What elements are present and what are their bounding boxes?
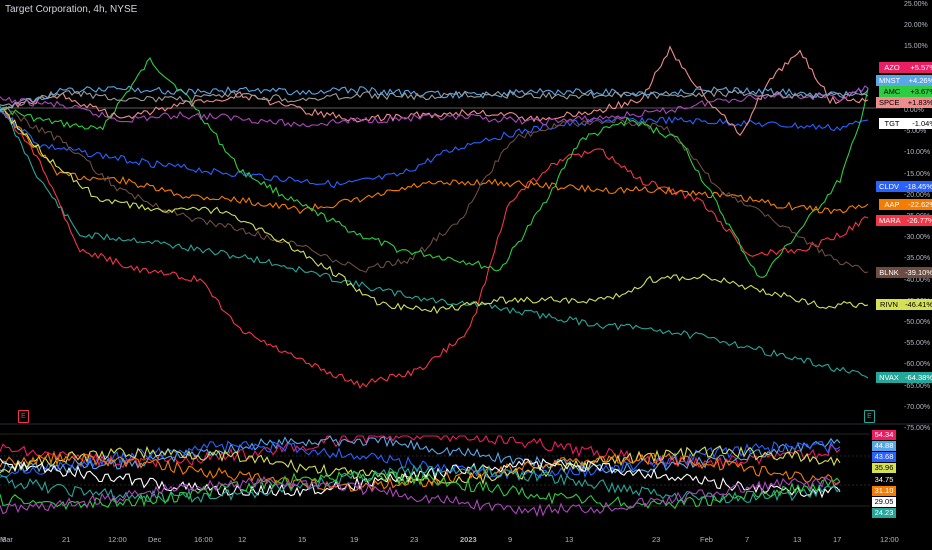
symbol-tag-value: +3.67% bbox=[910, 87, 932, 96]
earnings-marker-icon[interactable]: E bbox=[864, 410, 875, 423]
symbol-tag-cldv: CLDV -18.45% bbox=[876, 181, 932, 192]
time-axis-label: 13 bbox=[793, 535, 802, 544]
oscillator-value-tag: 34.75 bbox=[872, 475, 896, 485]
oscillator-value-tag: 24.23 bbox=[872, 508, 896, 518]
symbol-tag-mnst: MNST +4.26% bbox=[876, 75, 932, 86]
price-axis-label: 15.00% bbox=[904, 43, 928, 51]
symbol-tag-spce: SPCE +1.83% bbox=[876, 97, 932, 108]
oscillator-value-tag: 44.88 bbox=[872, 441, 896, 451]
price-axis-label: -15.00% bbox=[904, 170, 931, 178]
symbol-tag-value: -18.45% bbox=[905, 182, 932, 191]
symbol-tag-value: -26.77% bbox=[906, 216, 932, 225]
price-axis-label: -10.00% bbox=[904, 149, 931, 157]
price-axis-label: -40.00% bbox=[904, 276, 931, 284]
symbol-tag-mara: MARA -26.77% bbox=[876, 215, 932, 226]
oscillator-value-tag: 43.68 bbox=[872, 452, 896, 462]
oscillator-value-tag: 31.10 bbox=[872, 486, 896, 496]
time-axis-label: 23 bbox=[652, 535, 661, 544]
symbol-tag-value: -46.41% bbox=[905, 300, 932, 309]
price-axis-label: -35.00% bbox=[904, 255, 931, 263]
amc-series bbox=[0, 57, 869, 278]
price-axis-label: -5.00% bbox=[904, 128, 927, 136]
osc-amc-line bbox=[0, 470, 841, 511]
symbol-tag-value: +1.83% bbox=[907, 98, 932, 107]
azo-series bbox=[0, 85, 869, 128]
time-axis-label: 23 bbox=[410, 535, 419, 544]
symbol-tag-symbol: CLDV bbox=[879, 182, 900, 191]
symbol-tag-rivn: RIVN -46.41% bbox=[876, 299, 932, 310]
time-axis-label: 12:00 bbox=[880, 535, 899, 544]
symbol-tag-symbol: AMC bbox=[883, 87, 901, 96]
time-axis-label: 15 bbox=[298, 535, 307, 544]
tgt-series bbox=[0, 89, 869, 107]
cldv-series bbox=[0, 111, 869, 189]
symbol-tag-azo: AZO +5.57% bbox=[879, 62, 932, 73]
osc-tgt-line bbox=[0, 458, 841, 499]
price-axis-label: -30.00% bbox=[904, 234, 931, 242]
time-axis-label: 9 bbox=[508, 535, 513, 544]
rivn-series bbox=[0, 107, 869, 315]
time-axis-label: Dec bbox=[148, 535, 162, 544]
price-axis-label: -20.00% bbox=[904, 191, 931, 199]
price-axis-label: 0.00% bbox=[904, 107, 924, 114]
osc-azo-line bbox=[0, 434, 841, 469]
price-axis-label: -65.00% bbox=[904, 382, 931, 390]
symbol-tag-value: -1.04% bbox=[912, 119, 932, 128]
symbol-tag-amc: AMC +3.67% bbox=[879, 86, 932, 97]
time-axis-label: 17 bbox=[833, 535, 842, 544]
symbol-tag-symbol: AAP bbox=[884, 200, 900, 209]
symbol-tag-tgt: TGT -1.04% bbox=[879, 118, 932, 129]
time-axis-label: 19 bbox=[350, 535, 359, 544]
time-axis-label: 8 bbox=[2, 535, 7, 544]
price-axis-label: -75.00% bbox=[904, 425, 931, 432]
price-axis-label: 25.00% bbox=[904, 1, 928, 8]
osc-aap-line bbox=[0, 450, 841, 492]
symbol-tag-nvax: NVAX -64.38% bbox=[876, 372, 932, 383]
price-axis-label: -60.00% bbox=[904, 361, 931, 369]
price-axis-label: -50.00% bbox=[904, 319, 931, 326]
symbol-tag-aap: AAP -22.62% bbox=[879, 199, 932, 210]
time-axis-label: 13 bbox=[565, 535, 574, 544]
symbol-tag-value: -64.38% bbox=[905, 373, 932, 382]
price-axis-label: -70.00% bbox=[904, 403, 931, 411]
oscillator-value-tag: 35.96 bbox=[872, 463, 896, 473]
symbol-tag-blnk: BLNK -39.10% bbox=[876, 267, 932, 278]
chart-title: Target Corporation, 4h, NYSE bbox=[5, 4, 138, 15]
price-axis-label: -55.00% bbox=[904, 340, 931, 348]
time-axis-label: 12 bbox=[238, 535, 247, 544]
symbol-tag-value: -39.10% bbox=[905, 268, 932, 277]
symbol-tag-symbol: BLNK bbox=[879, 268, 899, 277]
nvax-series bbox=[0, 105, 869, 379]
symbol-tag-value: -22.62% bbox=[908, 200, 932, 209]
time-axis-label: 7 bbox=[745, 535, 750, 544]
oscillator-value-tag: 54.34 bbox=[872, 430, 896, 440]
mara-series bbox=[0, 108, 869, 390]
time-axis-label: 2023 bbox=[460, 535, 477, 544]
osc-azo2-line bbox=[0, 475, 841, 518]
time-axis-label: 12:00 bbox=[108, 535, 127, 544]
time-axis-label: Feb bbox=[700, 535, 713, 544]
symbol-tag-symbol: TGT bbox=[884, 119, 900, 128]
symbol-tag-symbol: MARA bbox=[879, 216, 901, 225]
blnk-series bbox=[0, 107, 869, 274]
symbol-tag-symbol: NVAX bbox=[879, 373, 899, 382]
earnings-marker-icon[interactable]: E bbox=[18, 410, 29, 423]
mnst-series bbox=[0, 85, 869, 112]
symbol-tag-symbol: MNST bbox=[879, 76, 901, 85]
symbol-tag-value: +5.57% bbox=[910, 63, 932, 72]
oscillator-value-tag: 29.05 bbox=[872, 497, 896, 507]
symbol-tag-symbol: AZO bbox=[884, 63, 900, 72]
symbol-tag-value: +4.26% bbox=[908, 76, 932, 85]
time-axis-label: Mar bbox=[0, 535, 13, 544]
time-axis-label: 16:00 bbox=[194, 535, 213, 544]
time-axis-label: 21 bbox=[62, 535, 71, 544]
symbol-tag-symbol: SPCE bbox=[879, 98, 900, 107]
symbol-tag-symbol: RIVN bbox=[880, 300, 898, 309]
price-axis-label: 20.00% bbox=[904, 22, 928, 30]
